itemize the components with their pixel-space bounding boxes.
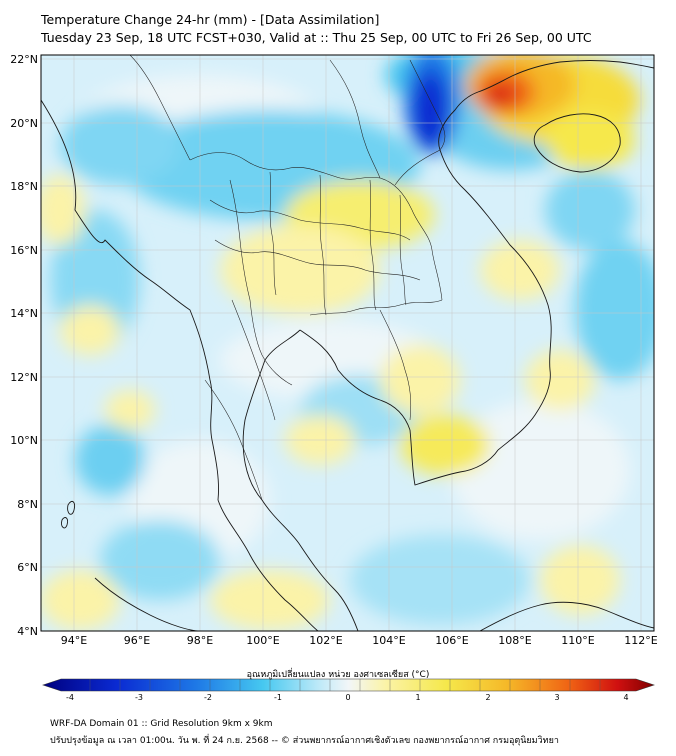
colorbar-ticks: -4 -3 -2 -1 0 1 2 3 4: [66, 693, 629, 702]
lat-label: 20°N: [10, 117, 38, 130]
lon-label: 94°E: [61, 634, 87, 647]
lat-label: 8°N: [17, 498, 38, 511]
longitude-labels: 94°E 96°E 98°E 100°E 102°E 104°E 106°E 1…: [61, 634, 658, 647]
colorbar-tick-label: 2: [485, 693, 490, 702]
lon-label: 98°E: [187, 634, 213, 647]
lon-label: 108°E: [498, 634, 531, 647]
colorbar-tick-label: 0: [345, 693, 350, 702]
colorbar-segments: [89, 679, 601, 691]
lat-label: 18°N: [10, 180, 38, 193]
colorbar-tick-label: -3: [135, 693, 143, 702]
lat-label: 16°N: [10, 244, 38, 257]
colorbar-tick-label: 1: [415, 693, 420, 702]
footer-update-info: ปรับปรุงข้อมูล ณ เวลา 01:00น. วัน พ. ที่…: [50, 736, 559, 746]
lat-label: 4°N: [17, 625, 38, 638]
colorbar-tick-label: -4: [66, 693, 74, 702]
colorbar-bar: [42, 678, 655, 692]
map-subtitle: Tuesday 23 Sep, 18 UTC FCST+030, Valid a…: [41, 30, 592, 45]
lat-label: 12°N: [10, 371, 38, 384]
colorbar: -4 -3 -2 -1 0 1 2 3 4: [42, 678, 655, 702]
map-frame: [40, 54, 655, 632]
colorbar-tick-label: 4: [623, 693, 628, 702]
lon-label: 110°E: [561, 634, 594, 647]
lon-label: 96°E: [124, 634, 150, 647]
colorbar-tick-label: 3: [554, 693, 559, 702]
temperature-field: [41, 55, 654, 631]
lon-label: 112°E: [624, 634, 657, 647]
colorbar-tick-label: -1: [274, 693, 282, 702]
lat-label: 22°N: [10, 53, 38, 66]
lat-label: 10°N: [10, 434, 38, 447]
map-title: Temperature Change 24-hr (mm) - [Data As…: [41, 12, 380, 27]
latitude-labels: 22°N 20°N 18°N 16°N 14°N 12°N 10°N 8°N 6…: [10, 53, 38, 638]
footer-model-info: WRF-DA Domain 01 :: Grid Resolution 9km …: [50, 719, 273, 729]
colorbar-tick-label: -2: [204, 693, 212, 702]
lat-label: 14°N: [10, 307, 38, 320]
colorbar-title: อุณหภูมิเปลี่ยนแปลง หน่วย องศาเซลเซียส (…: [246, 670, 430, 680]
lon-label: 104°E: [372, 634, 405, 647]
lon-label: 100°E: [246, 634, 279, 647]
lon-label: 102°E: [309, 634, 342, 647]
lat-label: 6°N: [17, 561, 38, 574]
graticule: [41, 55, 654, 631]
lon-label: 106°E: [435, 634, 468, 647]
admin-borders: [129, 55, 446, 501]
